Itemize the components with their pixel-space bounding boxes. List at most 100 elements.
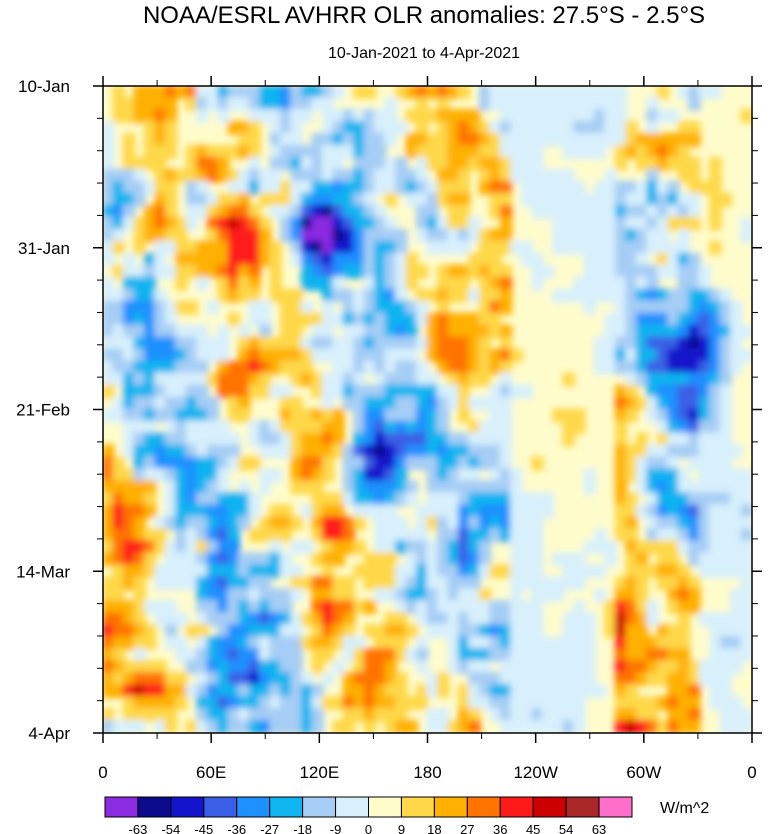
anomaly-cell bbox=[436, 216, 450, 231]
anomaly-cell bbox=[719, 528, 733, 543]
anomaly-cell bbox=[614, 672, 628, 687]
anomaly-cell bbox=[164, 624, 178, 639]
anomaly-cell bbox=[436, 396, 450, 411]
anomaly-cell bbox=[227, 636, 241, 651]
anomaly-cell bbox=[259, 708, 272, 723]
anomaly-cell bbox=[499, 504, 513, 519]
anomaly-cell bbox=[227, 576, 241, 591]
anomaly-cell bbox=[363, 204, 377, 219]
anomaly-cell bbox=[688, 408, 701, 423]
anomaly-cell bbox=[395, 684, 408, 699]
anomaly-cell bbox=[688, 672, 701, 687]
anomaly-cell bbox=[468, 132, 481, 147]
anomaly-cell bbox=[384, 180, 398, 195]
anomaly-cell bbox=[552, 708, 565, 723]
anomaly-cell bbox=[709, 86, 722, 99]
anomaly-cell bbox=[103, 708, 115, 723]
anomaly-cell bbox=[740, 516, 752, 531]
anomaly-cell bbox=[709, 504, 722, 519]
anomaly-cell bbox=[489, 516, 502, 531]
anomaly-cell bbox=[395, 180, 408, 195]
anomaly-cell bbox=[384, 432, 398, 447]
anomaly-cell bbox=[677, 540, 691, 555]
anomaly-cell bbox=[279, 156, 293, 171]
anomaly-cell bbox=[614, 360, 628, 375]
anomaly-cell bbox=[436, 432, 450, 447]
anomaly-cell bbox=[426, 612, 439, 627]
anomaly-cell bbox=[374, 396, 387, 411]
anomaly-cell bbox=[353, 648, 366, 663]
anomaly-cell bbox=[154, 696, 167, 711]
anomaly-cell bbox=[625, 528, 638, 543]
anomaly-cell bbox=[206, 600, 220, 615]
anomaly-cell bbox=[740, 552, 752, 567]
anomaly-cell bbox=[353, 492, 366, 507]
anomaly-cell bbox=[332, 516, 345, 531]
anomaly-cell bbox=[667, 384, 680, 399]
anomaly-cell bbox=[531, 600, 544, 615]
anomaly-cell bbox=[677, 468, 691, 483]
anomaly-cell bbox=[133, 432, 146, 447]
anomaly-cell bbox=[332, 312, 345, 327]
anomaly-cell bbox=[185, 408, 199, 423]
anomaly-cell bbox=[133, 708, 146, 723]
colorbar-label: 63 bbox=[592, 822, 606, 834]
anomaly-cell bbox=[206, 336, 220, 351]
anomaly-cell bbox=[363, 672, 377, 687]
anomaly-cell bbox=[175, 696, 188, 711]
anomaly-cell bbox=[238, 192, 251, 207]
anomaly-cell bbox=[552, 660, 565, 675]
anomaly-cell bbox=[656, 372, 670, 387]
anomaly-cell bbox=[196, 360, 209, 375]
anomaly-cell bbox=[311, 576, 324, 591]
anomaly-cell bbox=[103, 684, 115, 699]
anomaly-cell bbox=[614, 684, 628, 699]
anomaly-cell bbox=[656, 408, 670, 423]
anomaly-cell bbox=[133, 564, 146, 579]
anomaly-cell bbox=[332, 180, 345, 195]
anomaly-cell bbox=[604, 204, 617, 219]
anomaly-cell bbox=[395, 456, 408, 471]
anomaly-cell bbox=[300, 468, 314, 483]
anomaly-cell bbox=[457, 240, 471, 255]
x-tick-label: 0 bbox=[747, 763, 756, 782]
anomaly-cell bbox=[238, 264, 251, 279]
anomaly-cell bbox=[353, 300, 366, 315]
anomaly-cell bbox=[719, 444, 733, 459]
anomaly-cell bbox=[614, 108, 628, 123]
anomaly-cell bbox=[227, 432, 241, 447]
anomaly-cell bbox=[227, 600, 241, 615]
anomaly-cell bbox=[489, 240, 502, 255]
anomaly-cell bbox=[730, 468, 743, 483]
anomaly-cell bbox=[510, 504, 523, 519]
anomaly-cell bbox=[562, 120, 576, 135]
anomaly-cell bbox=[541, 648, 555, 663]
anomaly-cell bbox=[646, 192, 659, 207]
anomaly-cell bbox=[103, 504, 115, 519]
anomaly-cell bbox=[593, 192, 607, 207]
anomaly-cell bbox=[688, 336, 701, 351]
anomaly-cell bbox=[698, 516, 712, 531]
anomaly-cell bbox=[238, 564, 251, 579]
anomaly-cell bbox=[395, 264, 408, 279]
anomaly-cell bbox=[478, 276, 492, 291]
anomaly-cell bbox=[688, 396, 701, 411]
anomaly-cell bbox=[332, 168, 345, 183]
anomaly-cell bbox=[384, 120, 398, 135]
anomaly-cell bbox=[384, 312, 398, 327]
anomaly-cell bbox=[154, 444, 167, 459]
anomaly-cell bbox=[321, 240, 335, 255]
anomaly-cell bbox=[342, 540, 356, 555]
anomaly-cell bbox=[248, 504, 262, 519]
colorbar: -63 -54 -45 -36 -27 -18 -9 0 9 18 27 36 45 54 63 bbox=[104, 796, 633, 834]
anomaly-cell bbox=[185, 336, 199, 351]
anomaly-cell bbox=[562, 180, 576, 195]
anomaly-cell bbox=[489, 120, 502, 135]
anomaly-cell bbox=[447, 648, 460, 663]
anomaly-cell bbox=[185, 480, 199, 495]
anomaly-cell bbox=[290, 132, 303, 147]
anomaly-cell bbox=[531, 720, 544, 733]
anomaly-cell bbox=[248, 336, 262, 351]
anomaly-cell bbox=[290, 86, 303, 99]
anomaly-cell bbox=[227, 96, 241, 111]
